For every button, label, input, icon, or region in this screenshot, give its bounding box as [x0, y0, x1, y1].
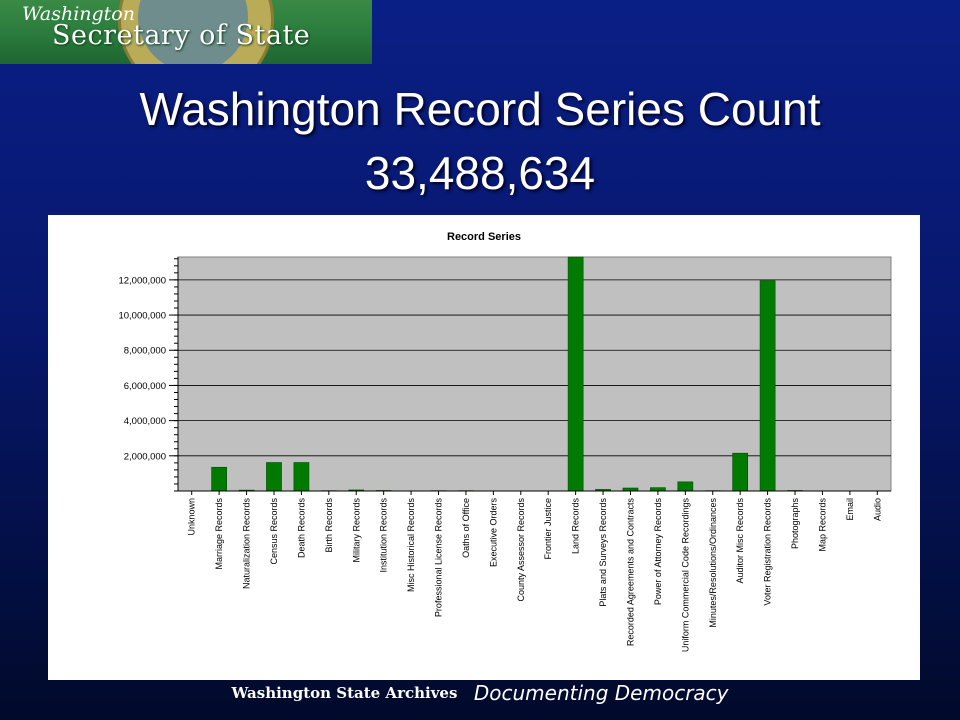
bar-death-records [293, 462, 310, 492]
y-tick-label: 6,000,000 [124, 381, 166, 392]
x-tick-label: Military Records [351, 498, 361, 563]
x-tick-label: Executive Orders [488, 498, 498, 568]
x-tick-label: Marriage Records [214, 498, 224, 570]
slide-title: Washington Record Series Count [139, 83, 821, 135]
x-tick-label: Plats and Surveys Records [598, 498, 608, 607]
y-tick-label: 4,000,000 [124, 416, 166, 427]
x-tick-label: County Assessor Records [516, 498, 526, 602]
y-axis: 2,000,000 4,000,000 6,000,000 8,000,000 10,0… [118, 257, 179, 492]
x-tick-label: Map Records [817, 498, 827, 552]
logo-secretary-of-state-text: Secretary of State [52, 20, 311, 51]
x-tick-label: Email [845, 498, 855, 521]
x-axis: Unknown Marriage Records Naturalization Re… [178, 490, 891, 653]
x-tick-label: Uniform Commercial Code Recordings [680, 498, 690, 653]
x-tick-label: Misc Historical Records [406, 498, 416, 593]
record-series-chart: Record Series 2,000,000 4,000,000 6,000,00… [118, 231, 892, 653]
x-tick-label: Voter Registration Records [763, 498, 773, 606]
y-tick-label: 10,000,000 [118, 311, 166, 322]
chart-panel: Record Series 2,000,000 4,000,000 6,000,00… [48, 215, 920, 680]
bar-auditor-misc-records [732, 452, 749, 492]
y-tick-label: 8,000,000 [124, 346, 166, 357]
x-tick-label: Frontier Justice [543, 498, 553, 560]
bar-land-records [567, 256, 584, 492]
x-tick-label: Auditor Misc Records [735, 498, 745, 584]
footer-org-name: Washington State Archives [231, 684, 458, 702]
state-seal-portrait [138, 0, 248, 64]
x-tick-label: Oaths of Office [461, 498, 471, 558]
y-tick-label: 12,000,000 [118, 275, 166, 286]
x-tick-label: Naturalization Records [242, 498, 252, 590]
slide-total-count: 33,488,634 [364, 147, 596, 199]
x-tick-label: Land Records [571, 498, 581, 555]
x-tick-label: Recorded Agreements and Contracts [625, 498, 635, 647]
x-tick-label: Audio [872, 498, 882, 521]
bar-census-records [266, 462, 282, 492]
logo-washington-text: Washington [22, 3, 135, 25]
x-tick-label: Power of Attorney Records [653, 498, 663, 606]
y-tick-label: 2,000,000 [124, 451, 166, 462]
x-tick-label: Birth Records [324, 498, 334, 553]
x-tick-label: Census Records [269, 498, 279, 565]
bar-marriage-records [211, 466, 227, 492]
x-tick-label: Death Records [296, 498, 306, 559]
bar-power-of-attorney-records [650, 487, 666, 492]
footer: Washington State Archives Documenting De… [0, 681, 960, 707]
x-tick-label: Minutes/Resolutions/Ordinances [708, 498, 718, 628]
secretary-of-state-logo: Washington Secretary of State [0, 0, 372, 64]
x-tick-label: Institution Records [379, 498, 389, 573]
footer-motto: Documenting Democracy [473, 681, 729, 705]
bar-voter-registration-records [759, 280, 776, 492]
x-tick-label: Professional License Records [434, 498, 444, 618]
bar-uniform-commercial-code-recordings [677, 481, 694, 492]
x-tick-label: Photographs [790, 498, 800, 550]
chart-title: Record Series [447, 231, 521, 243]
x-tick-label: Unknown [187, 498, 197, 536]
bars [211, 256, 803, 492]
